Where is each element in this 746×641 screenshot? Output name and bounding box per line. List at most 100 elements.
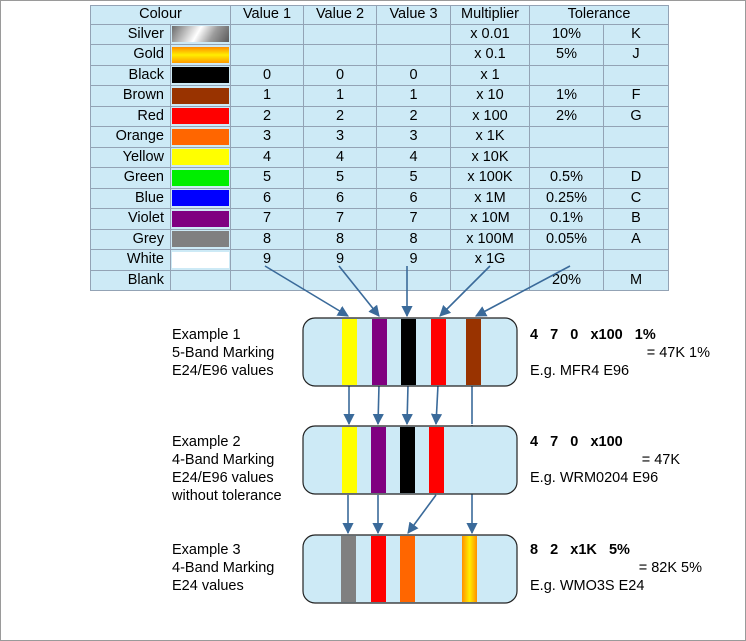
colour-swatch bbox=[170, 269, 231, 291]
colour-name: Violet bbox=[90, 208, 171, 230]
resistor-example-3 bbox=[302, 534, 518, 604]
table-row: Blue 6 6 6 x 1M 0.25% C bbox=[90, 187, 669, 209]
swatch-gold bbox=[172, 46, 229, 63]
swatch-white bbox=[172, 251, 229, 268]
value-1-cell: 0 bbox=[230, 64, 304, 86]
value-3-cell bbox=[376, 269, 451, 291]
colour-name: Black bbox=[90, 64, 171, 86]
resistor-band-2 bbox=[372, 319, 387, 385]
example-3-eg: E.g. WMO3S E24 bbox=[530, 578, 645, 594]
example-3-values: E24 values bbox=[172, 578, 244, 594]
swatch-red bbox=[172, 108, 229, 125]
table-row: Green 5 5 5 x 100K 0.5% D bbox=[90, 167, 669, 189]
resistor-band-3 bbox=[401, 319, 416, 385]
example-1-label: Example 1 5-Band Marking E24/E96 values bbox=[172, 326, 274, 380]
example-2-note: without tolerance bbox=[172, 488, 282, 504]
swatch-violet bbox=[172, 210, 229, 227]
example-1-code: 4 7 0 x100 1% bbox=[530, 327, 656, 343]
resistor-band-5 bbox=[466, 319, 481, 385]
table-row: Silver x 0.01 10% K bbox=[90, 23, 669, 45]
example-2-marking: 4-Band Marking bbox=[172, 452, 275, 468]
swatch-green bbox=[172, 169, 229, 186]
tolerance-code-cell: G bbox=[603, 105, 669, 127]
colour-code-table: Colour Value 1 Value 2 Value 3 Multiplie… bbox=[90, 5, 669, 291]
value-3-cell: 3 bbox=[376, 126, 451, 148]
example-1-result: = 47K 1% bbox=[646, 345, 710, 361]
swatch-grey bbox=[172, 231, 229, 248]
table-row: Black 0 0 0 x 1 bbox=[90, 64, 669, 86]
tolerance-code-cell: D bbox=[603, 167, 669, 189]
resistor-band-2 bbox=[371, 427, 386, 493]
example-3-marking: 4-Band Marking bbox=[172, 560, 275, 576]
multiplier-cell: x 0.01 bbox=[450, 23, 530, 45]
swatch-blue bbox=[172, 190, 229, 207]
value-2-cell: 3 bbox=[303, 126, 377, 148]
value-1-cell bbox=[230, 44, 304, 66]
multiplier-cell: x 10 bbox=[450, 85, 530, 107]
tolerance-code-cell bbox=[603, 126, 669, 148]
arrow-multiplier bbox=[439, 265, 491, 317]
colour-swatch bbox=[170, 126, 231, 148]
tolerance-code-cell: J bbox=[603, 44, 669, 66]
table-row: White 9 9 9 x 1G bbox=[90, 249, 669, 271]
tolerance-cell: 0.1% bbox=[529, 208, 604, 230]
value-3-cell: 1 bbox=[376, 85, 451, 107]
table-row: Orange 3 3 3 x 1K bbox=[90, 126, 669, 148]
value-1-cell bbox=[230, 23, 304, 45]
tolerance-code-cell bbox=[603, 249, 669, 271]
table-row: Blank 20% M bbox=[90, 269, 669, 291]
colour-name: Yellow bbox=[90, 146, 171, 168]
example-1-values: E24/E96 values bbox=[172, 363, 274, 379]
colour-swatch bbox=[170, 146, 231, 168]
resistor-band-3 bbox=[400, 427, 415, 493]
colour-name: Red bbox=[90, 105, 171, 127]
arrows-table-to-example-1 bbox=[264, 265, 571, 318]
value-1-cell bbox=[230, 269, 304, 291]
table-row: Brown 1 1 1 x 10 1% F bbox=[90, 85, 669, 107]
tolerance-cell: 0.05% bbox=[529, 228, 604, 250]
value-2-cell: 5 bbox=[303, 167, 377, 189]
multiplier-cell: x 100K bbox=[450, 167, 530, 189]
colour-name: Silver bbox=[90, 23, 171, 45]
value-2-cell: 9 bbox=[303, 249, 377, 271]
tolerance-code-cell: M bbox=[603, 269, 669, 291]
resistor-band-4 bbox=[462, 536, 477, 602]
resistor-band-1 bbox=[341, 536, 356, 602]
tolerance-cell: 1% bbox=[529, 85, 604, 107]
swatch-black bbox=[172, 67, 229, 84]
resistor-example-2 bbox=[302, 425, 518, 495]
example-3-result: = 82K 5% bbox=[638, 560, 702, 576]
colour-swatch bbox=[170, 208, 231, 230]
colour-swatch bbox=[170, 249, 231, 271]
value-3-cell: 2 bbox=[376, 105, 451, 127]
colour-swatch bbox=[170, 44, 231, 66]
tolerance-cell bbox=[529, 249, 604, 271]
arrow-tolerance bbox=[475, 265, 571, 317]
tolerance-cell bbox=[529, 146, 604, 168]
arrow-e2-band4 bbox=[407, 494, 437, 534]
table-row: Grey 8 8 8 x 100M 0.05% A bbox=[90, 228, 669, 250]
value-2-cell: 2 bbox=[303, 105, 377, 127]
header-multiplier: Multiplier bbox=[450, 5, 530, 25]
value-1-cell: 4 bbox=[230, 146, 304, 168]
resistor-band-2 bbox=[371, 536, 386, 602]
swatch-silver bbox=[172, 26, 229, 43]
value-2-cell: 1 bbox=[303, 85, 377, 107]
colour-swatch bbox=[170, 167, 231, 189]
multiplier-cell: x 0.1 bbox=[450, 44, 530, 66]
example-2-eg: E.g. WRM0204 E96 bbox=[530, 470, 659, 486]
colour-name: Gold bbox=[90, 44, 171, 66]
colour-name: White bbox=[90, 249, 171, 271]
resistors bbox=[302, 317, 518, 604]
resistor-band-4 bbox=[429, 427, 444, 493]
arrow-e1-band3 bbox=[401, 384, 413, 426]
resistor-band-4 bbox=[431, 319, 446, 385]
value-1-cell: 5 bbox=[230, 167, 304, 189]
tolerance-cell: 0.5% bbox=[529, 167, 604, 189]
value-1-cell: 7 bbox=[230, 208, 304, 230]
example-2-values: E24/E96 values bbox=[172, 470, 274, 486]
example-2-code-block: 4 7 0 x100 = 47K E.g. WRM0204 E96 bbox=[530, 433, 680, 487]
value-1-cell: 3 bbox=[230, 126, 304, 148]
example-3-title: Example 3 bbox=[172, 542, 241, 558]
